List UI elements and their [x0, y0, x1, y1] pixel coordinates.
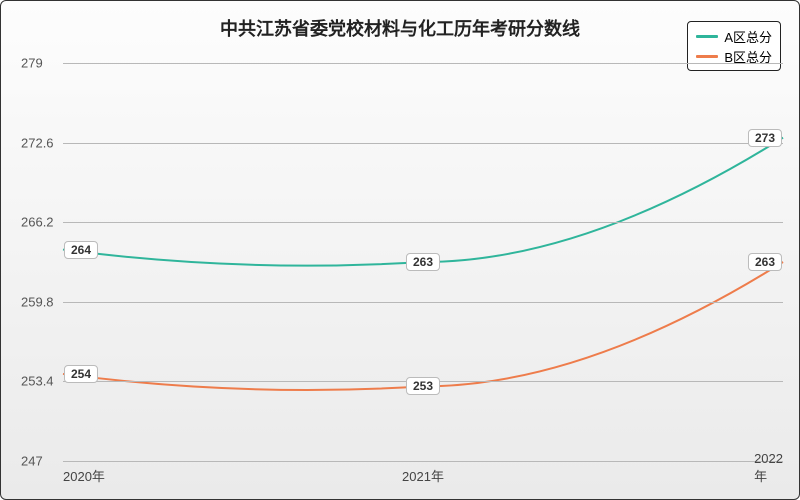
x-tick-label: 2021年 — [402, 466, 444, 485]
y-gridline — [63, 222, 783, 223]
y-gridline — [63, 143, 783, 144]
legend-swatch — [696, 55, 718, 58]
y-tick-label: 259.8 — [21, 294, 54, 309]
data-label: 264 — [64, 241, 98, 259]
chart-container: 中共江苏省委党校材料与化工历年考研分数线 A区总分B区总分 247253.425… — [0, 0, 800, 500]
y-gridline — [63, 63, 783, 64]
y-tick-label: 279 — [21, 56, 43, 71]
legend-swatch — [696, 35, 718, 38]
legend-item[interactable]: A区总分 — [696, 26, 772, 46]
data-label: 263 — [406, 253, 440, 271]
y-tick-label: 247 — [21, 454, 43, 469]
y-gridline — [63, 461, 783, 462]
y-tick-label: 272.6 — [21, 135, 54, 150]
legend-label: A区总分 — [724, 27, 772, 46]
x-tick-label: 2020年 — [63, 466, 105, 485]
data-label: 253 — [406, 377, 440, 395]
plot-area: 247253.4259.8266.2272.62792020年2021年2022… — [63, 63, 783, 461]
x-tick-label: 2022年 — [754, 451, 783, 485]
y-tick-label: 253.4 — [21, 374, 54, 389]
chart-title: 中共江苏省委党校材料与化工历年考研分数线 — [1, 15, 799, 41]
series-line — [63, 138, 783, 266]
y-gridline — [63, 302, 783, 303]
data-label: 263 — [748, 253, 782, 271]
data-label: 254 — [64, 365, 98, 383]
series-line — [63, 262, 783, 390]
y-tick-label: 266.2 — [21, 215, 54, 230]
data-label: 273 — [748, 129, 782, 147]
